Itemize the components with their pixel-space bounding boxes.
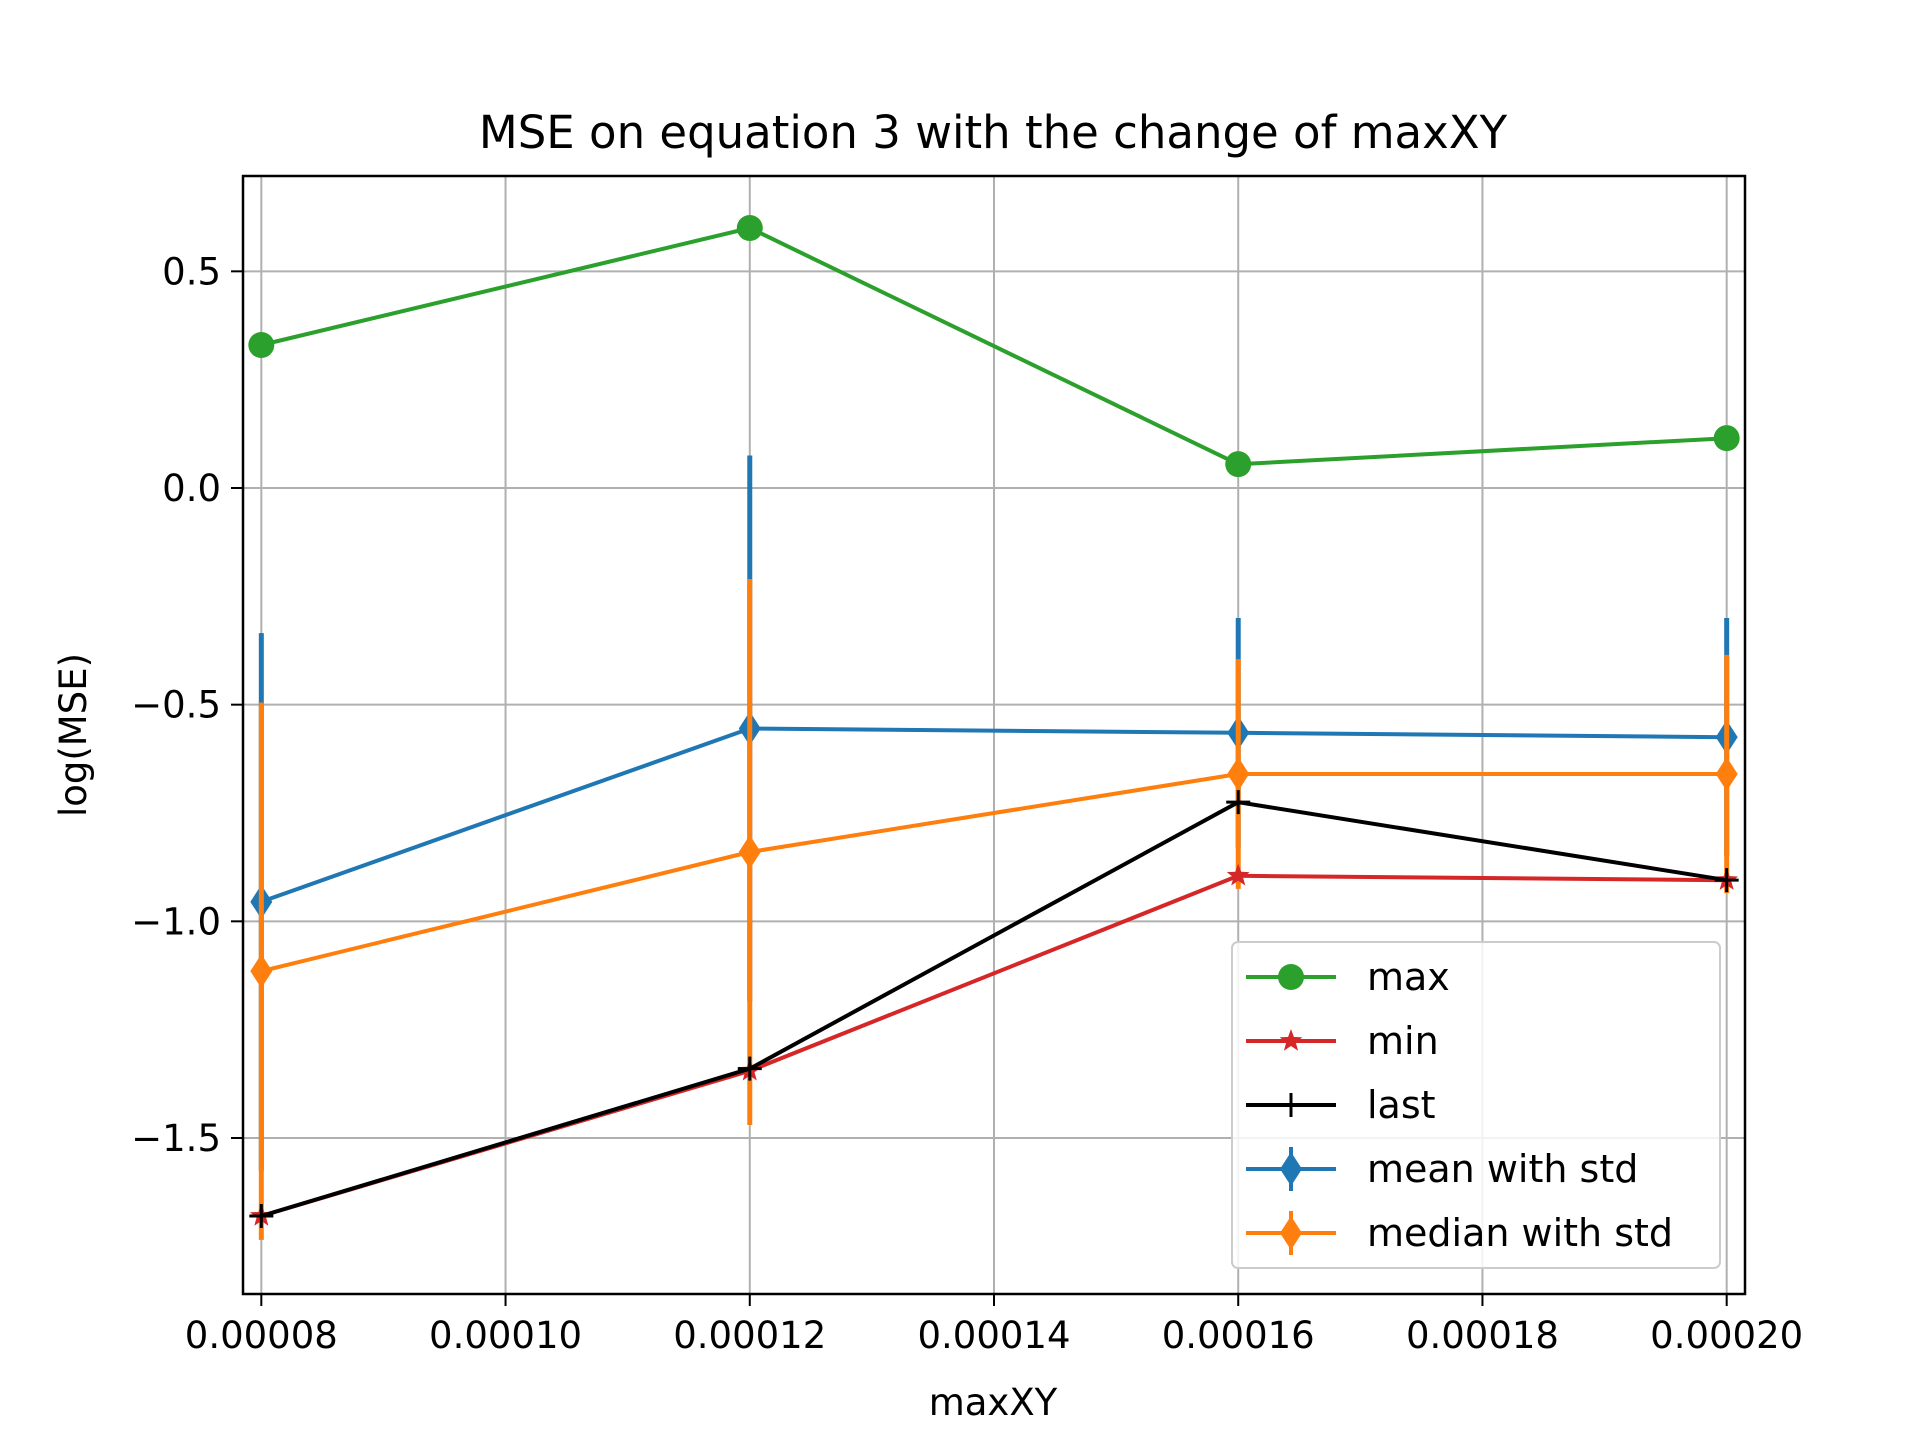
series-last [249,790,1739,1228]
series-line [260,225,1727,467]
legend-swatch-marker [1279,1029,1303,1051]
y-axis-title: log(MSE) [52,653,95,817]
legend-label: mean with std [1367,1147,1638,1191]
y-tick-label: −1.5 [131,1117,221,1160]
series-line [260,726,1727,904]
chart-title: MSE on equation 3 with the change of max… [479,106,1508,159]
data-point [738,835,761,869]
y-tick-label: 0.5 [162,250,221,293]
x-tick-label: 0.00020 [1650,1314,1803,1357]
x-tick-label: 0.00016 [1162,1314,1315,1357]
y-tick-label: −1.0 [131,900,221,943]
axis-ticks: 0.00008 0.00010 0.00012 0.00014 0.00016 0.000… [131,250,1803,1357]
x-tick-label: 0.00014 [917,1314,1070,1357]
legend-item: last [1246,1083,1436,1127]
data-point [1227,757,1250,791]
legend-swatch-marker [1279,1093,1303,1117]
series-max [248,215,1740,478]
series-median-with-std [250,579,1738,1240]
data-point [1225,451,1252,478]
data-point [1714,868,1739,893]
data-point [248,332,275,358]
series-line [260,800,1728,1218]
y-tick-label: 0.0 [162,467,221,510]
legend-label: median with std [1367,1211,1673,1255]
data-point [249,1204,274,1228]
series-line [260,772,1727,974]
legend-item: median with std [1246,1211,1673,1255]
data-point [250,954,273,989]
legend-swatch-marker [1278,964,1304,990]
y-tick-label: −0.5 [131,684,221,727]
x-tick-label: 0.00012 [673,1314,826,1357]
legend-item: min [1246,1019,1439,1063]
data-point [1713,425,1740,452]
legend-item: max [1246,955,1450,999]
data-point [1226,863,1250,886]
data-point [736,215,763,241]
legend-swatch-marker [1280,1216,1302,1250]
legend: max min last mean with std median with std [1231,941,1721,1269]
legend-label: min [1367,1019,1439,1063]
plot-series [248,215,1740,1240]
legend-label: max [1367,955,1450,999]
data-point [737,1056,762,1081]
x-tick-label: 0.00008 [185,1314,338,1357]
legend-swatch-marker [1280,1152,1302,1186]
legend-label: last [1367,1083,1436,1127]
data-point [1715,757,1738,791]
legend-item: mean with std [1246,1147,1638,1191]
x-tick-label: 0.00010 [429,1314,582,1357]
x-axis-title: maxXY [929,1381,1058,1424]
x-tick-label: 0.00018 [1406,1314,1559,1357]
legend-box [1231,941,1721,1269]
data-point [1226,790,1251,815]
